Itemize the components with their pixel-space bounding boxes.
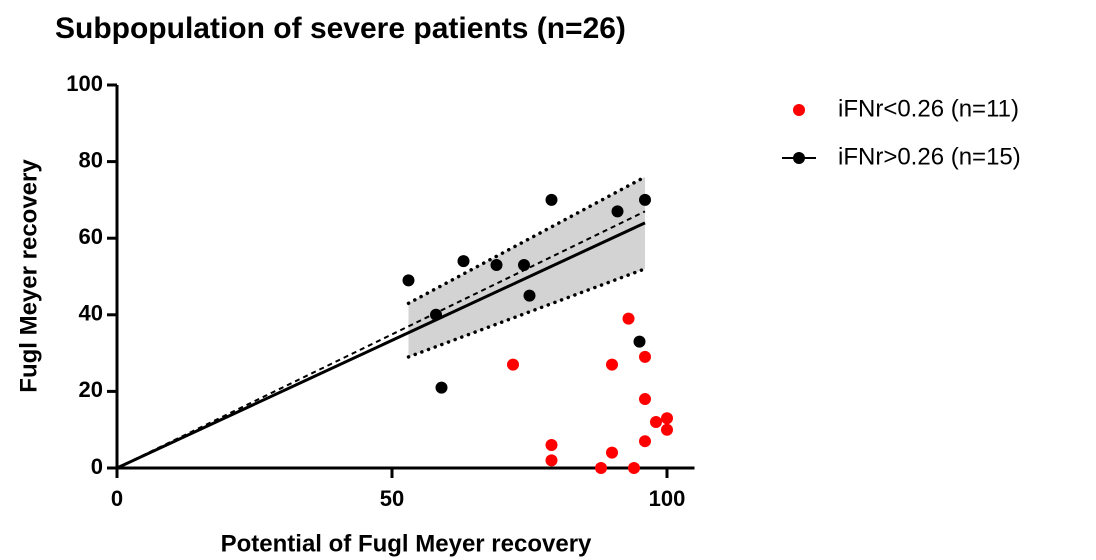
chart-title: Subpopulation of severe patients (n=26) bbox=[55, 12, 626, 45]
data-point bbox=[545, 193, 558, 206]
y-tick-label: 40 bbox=[79, 301, 103, 326]
legend-label: iFNr<0.26 (n=11) bbox=[838, 95, 1019, 122]
data-point bbox=[430, 308, 442, 321]
data-point bbox=[518, 259, 530, 272]
data-point bbox=[639, 393, 651, 406]
data-point bbox=[606, 358, 618, 371]
x-tick-label: 0 bbox=[111, 486, 123, 511]
data-point bbox=[435, 381, 448, 394]
data-point bbox=[606, 446, 618, 459]
legend-marker bbox=[793, 104, 805, 116]
y-tick-label: 60 bbox=[79, 224, 103, 249]
data-point bbox=[633, 335, 646, 348]
legend-marker bbox=[793, 152, 805, 164]
data-point bbox=[490, 259, 503, 272]
x-axis-title: Potential of Fugl Meyer recovery bbox=[221, 530, 592, 557]
y-tick-label: 100 bbox=[66, 71, 103, 96]
legend-label: iFNr>0.26 (n=15) bbox=[838, 143, 1021, 170]
data-point bbox=[507, 358, 519, 371]
y-axis-title: Fugl Meyer recovery bbox=[15, 159, 42, 393]
y-tick-label: 0 bbox=[91, 454, 103, 479]
confidence-upper bbox=[406, 175, 647, 306]
data-point bbox=[457, 255, 470, 268]
data-point bbox=[650, 416, 662, 429]
data-point bbox=[523, 289, 536, 302]
data-point bbox=[611, 205, 624, 218]
data-point bbox=[545, 454, 558, 467]
y-tick-label: 20 bbox=[79, 377, 103, 402]
data-point bbox=[595, 462, 607, 474]
data-point bbox=[639, 350, 651, 363]
data-point bbox=[639, 435, 651, 448]
x-tick-label: 50 bbox=[380, 486, 404, 511]
confidence-lower bbox=[406, 267, 647, 359]
y-tick-label: 80 bbox=[79, 147, 103, 172]
data-point bbox=[402, 274, 415, 287]
data-point bbox=[545, 439, 558, 452]
data-point bbox=[628, 462, 640, 474]
x-tick-label: 100 bbox=[649, 486, 686, 511]
regression-line bbox=[116, 221, 646, 470]
data-point bbox=[622, 312, 635, 325]
regression-line-dashed bbox=[116, 210, 646, 469]
data-point bbox=[661, 412, 673, 425]
data-point bbox=[639, 193, 651, 206]
data-point bbox=[661, 423, 673, 436]
